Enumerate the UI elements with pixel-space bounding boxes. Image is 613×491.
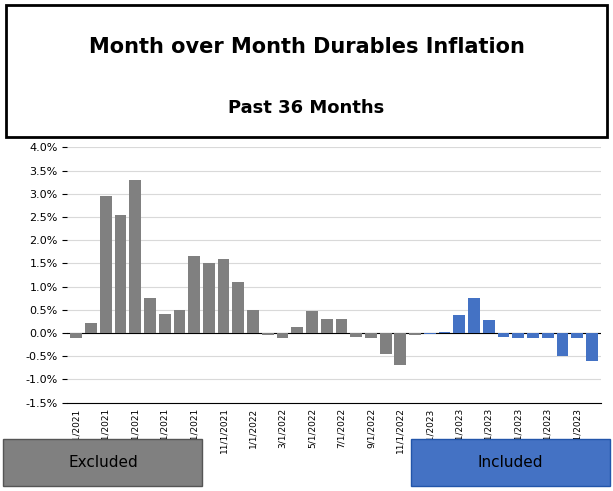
Bar: [409, 333, 421, 335]
Bar: [395, 333, 406, 365]
Text: Past 36 Months: Past 36 Months: [229, 99, 384, 117]
Bar: [454, 315, 465, 333]
Bar: [85, 323, 97, 333]
Bar: [144, 298, 156, 333]
Bar: [203, 263, 215, 333]
Bar: [557, 333, 568, 356]
Bar: [586, 333, 598, 361]
Bar: [232, 282, 244, 333]
Bar: [439, 332, 451, 333]
Bar: [291, 327, 303, 333]
Bar: [498, 333, 509, 337]
Bar: [571, 333, 583, 338]
Bar: [483, 321, 495, 333]
Text: Included: Included: [478, 455, 543, 470]
Bar: [129, 180, 141, 333]
Bar: [365, 333, 377, 338]
Bar: [350, 333, 362, 337]
Bar: [188, 256, 200, 333]
Text: Excluded: Excluded: [68, 455, 138, 470]
Bar: [262, 333, 273, 335]
Bar: [512, 333, 524, 338]
FancyBboxPatch shape: [411, 439, 610, 487]
Bar: [100, 196, 112, 333]
Bar: [159, 314, 170, 333]
Bar: [380, 333, 392, 354]
Bar: [335, 319, 348, 333]
FancyBboxPatch shape: [6, 5, 607, 137]
Bar: [70, 333, 82, 338]
Bar: [306, 311, 318, 333]
Bar: [247, 310, 259, 333]
Bar: [321, 319, 333, 333]
Bar: [424, 333, 436, 334]
Bar: [542, 333, 554, 338]
Bar: [218, 259, 229, 333]
Bar: [276, 333, 288, 338]
Bar: [527, 333, 539, 338]
Text: Month over Month Durables Inflation: Month over Month Durables Inflation: [88, 37, 525, 57]
Bar: [173, 310, 185, 333]
Bar: [468, 298, 480, 333]
Bar: [115, 215, 126, 333]
FancyBboxPatch shape: [3, 439, 202, 487]
